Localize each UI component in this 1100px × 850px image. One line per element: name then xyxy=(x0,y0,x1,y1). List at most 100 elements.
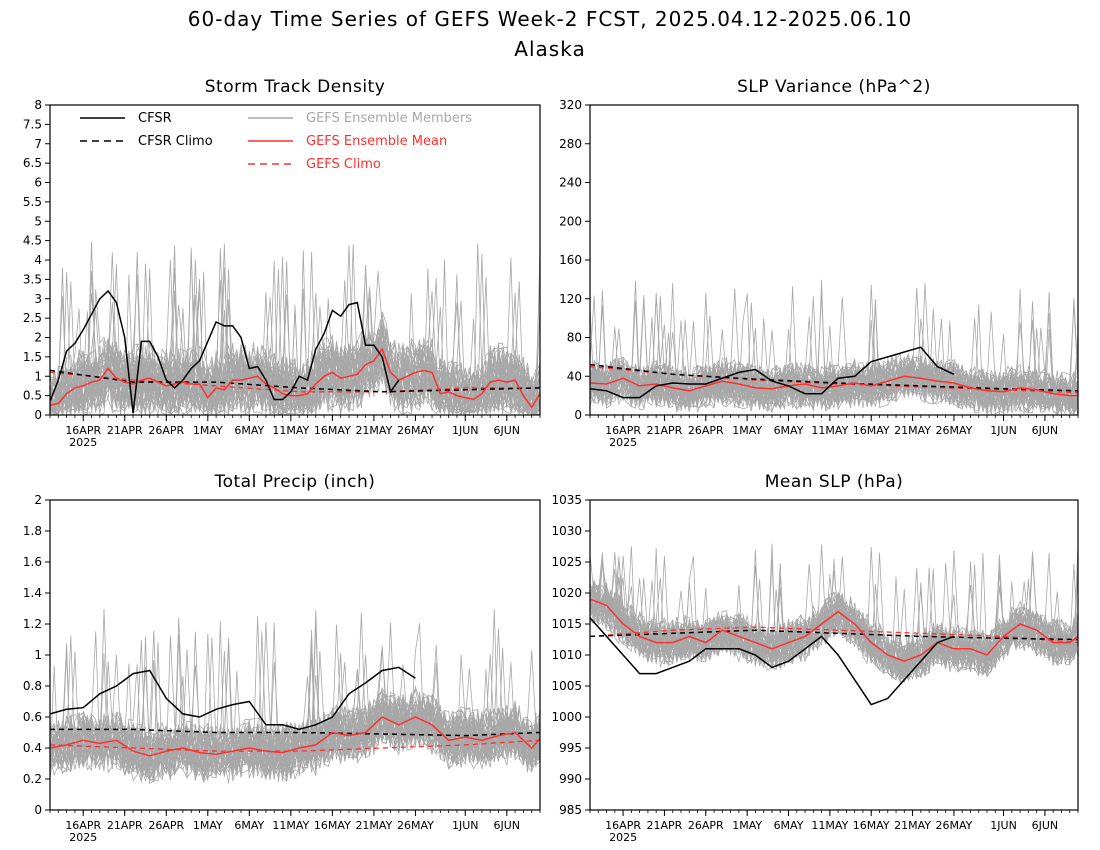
ensemble-member-line xyxy=(50,654,540,771)
gefs-climo-line xyxy=(50,371,540,393)
x-tick-label: 26APR xyxy=(148,819,184,832)
x-tick-label: 1JUN xyxy=(452,819,479,832)
x-tick-label: 11MAY xyxy=(811,819,848,832)
y-tick-label: 40 xyxy=(567,369,582,383)
x-tick-label: 1MAY xyxy=(193,424,223,437)
x-tick-label: 21APR xyxy=(647,819,683,832)
x-tick-label: 6JUN xyxy=(1032,819,1059,832)
x-tick-label: 16APR xyxy=(65,819,101,832)
y-tick-label: 1030 xyxy=(551,524,582,538)
y-tick-label: 80 xyxy=(567,331,582,345)
y-tick-label: 320 xyxy=(559,98,582,112)
x-tick-label: 6MAY xyxy=(234,424,264,437)
x-tick-label: 6MAY xyxy=(774,424,804,437)
x-tick-label: 16APR xyxy=(65,424,101,437)
panel-title: Total Precip (inch) xyxy=(214,472,376,492)
ensemble-mean-line xyxy=(50,716,540,757)
panel-1: Storm Track Density 0 0.5 1 1.5 2 2.5 3 3.5 4 4.5 5… xyxy=(23,77,541,449)
gefs-climo-line xyxy=(50,739,540,752)
x-tick-label: 1MAY xyxy=(193,819,223,832)
legend: CFSR CFSR Climo GEFS Ensemble Members GEFS … xyxy=(80,111,472,172)
cfsr-climo-line xyxy=(590,363,1078,392)
x-tick-label: 26MAY xyxy=(935,819,972,832)
y-tick-label: 2.5 xyxy=(23,311,42,325)
legend-label-members: GEFS Ensemble Members xyxy=(306,111,472,126)
x-tick-label: 6JUN xyxy=(1032,424,1059,437)
ensemble-members xyxy=(50,241,540,415)
cfsr-climo-line xyxy=(590,629,1078,641)
y-tick-label: 1010 xyxy=(551,648,582,662)
cfsr-climo-line xyxy=(50,728,540,737)
y-tick-label: 7 xyxy=(34,137,42,151)
x-tick-label: 16MAY xyxy=(853,424,890,437)
y-tick-label: 4.5 xyxy=(23,234,42,248)
y-tick-label: 240 xyxy=(559,176,582,190)
x-tick-label: 1JUN xyxy=(990,819,1017,832)
y-tick-label: 200 xyxy=(559,214,582,228)
x-tick-label: 21MAY xyxy=(894,819,931,832)
panel-2: SLP Variance (hPa^2) 0 40 80 120 160 200 240 280… xyxy=(559,77,1079,449)
y-tick-label: 6.5 xyxy=(23,156,42,170)
ensemble-member-line xyxy=(590,588,1078,670)
ensemble-members xyxy=(50,608,540,785)
x-tick-label: 26APR xyxy=(688,424,724,437)
y-tick-label: 1020 xyxy=(551,586,582,600)
y-tick-label: 3 xyxy=(34,292,42,306)
y-tick-label: 1.8 xyxy=(23,524,42,538)
ensemble-member-line xyxy=(50,263,540,415)
y-tick-label: 0 xyxy=(34,803,42,817)
ensemble-mean-line xyxy=(590,598,1078,663)
y-tick-label: 995 xyxy=(559,741,582,755)
x-tick-label: 26APR xyxy=(688,819,724,832)
legend-label-gefs-climo: GEFS Climo xyxy=(306,157,381,172)
x-tick-label: 26APR xyxy=(148,424,184,437)
y-tick-label: 985 xyxy=(559,803,582,817)
y-tick-label: 5.5 xyxy=(23,195,42,209)
x-tick-label: 16APR xyxy=(605,819,641,832)
legend-label-mean: GEFS Ensemble Mean xyxy=(306,134,447,149)
plot-frame xyxy=(589,104,1079,416)
y-tick-label: 1.2 xyxy=(23,617,42,631)
y-tick-label: 1025 xyxy=(551,555,582,569)
x-year-label: 2025 xyxy=(609,436,637,449)
ensemble-member-line xyxy=(590,319,1078,415)
ensemble-mean-line xyxy=(50,347,540,409)
x-tick-label: 1MAY xyxy=(732,819,762,832)
y-tick-label: 1035 xyxy=(551,493,582,507)
ensemble-member-line xyxy=(590,556,1078,679)
x-year-label: 2025 xyxy=(69,436,97,449)
x-tick-label: 21MAY xyxy=(355,819,392,832)
y-tick-label: 280 xyxy=(559,137,582,151)
y-tick-label: 7.5 xyxy=(23,117,42,131)
y-tick-label: 1.5 xyxy=(23,350,42,364)
ensemble-member-line xyxy=(50,635,540,771)
x-tick-label: 21APR xyxy=(647,424,683,437)
y-tick-label: 0.6 xyxy=(23,710,42,724)
x-tick-label: 16MAY xyxy=(853,819,890,832)
x-tick-label: 6MAY xyxy=(234,819,264,832)
ensemble-member-line xyxy=(590,305,1078,408)
x-tick-label: 21APR xyxy=(107,424,143,437)
x-tick-label: 11MAY xyxy=(272,819,309,832)
y-tick-label: 160 xyxy=(559,253,582,267)
x-tick-label: 6JUN xyxy=(494,424,521,437)
x-tick-label: 21MAY xyxy=(355,424,392,437)
cfsr-line xyxy=(50,289,400,414)
x-tick-label: 11MAY xyxy=(811,424,848,437)
y-tick-label: 990 xyxy=(559,772,582,786)
ensemble-member-line xyxy=(590,600,1078,672)
y-tick-label: 0.5 xyxy=(23,389,42,403)
y-tick-label: 0 xyxy=(574,408,582,422)
x-tick-label: 26MAY xyxy=(397,819,434,832)
x-year-label: 2025 xyxy=(609,831,637,844)
x-tick-label: 21APR xyxy=(107,819,143,832)
x-tick-label: 26MAY xyxy=(397,424,434,437)
ensemble-member-line xyxy=(50,268,540,415)
y-tick-label: 2 xyxy=(34,331,42,345)
ensemble-member-line xyxy=(590,549,1078,673)
y-tick-label: 1 xyxy=(34,369,42,383)
ensemble-member-line xyxy=(50,702,540,782)
x-tick-label: 16MAY xyxy=(314,819,351,832)
y-tick-label: 120 xyxy=(559,292,582,306)
